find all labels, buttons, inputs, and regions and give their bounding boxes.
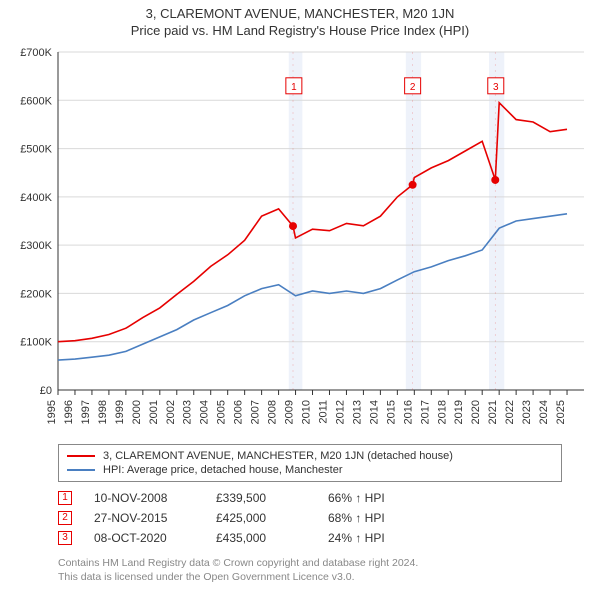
transaction-price: £435,000 (216, 531, 306, 545)
svg-text:2001: 2001 (148, 400, 160, 424)
legend-swatch (67, 455, 95, 457)
transaction-date: 27-NOV-2015 (94, 511, 194, 525)
svg-text:£0: £0 (40, 385, 52, 397)
svg-text:2010: 2010 (301, 400, 313, 424)
transaction-row: 1 10-NOV-2008 £339,500 66% ↑ HPI (58, 488, 562, 508)
svg-text:2014: 2014 (368, 400, 380, 424)
svg-text:1995: 1995 (46, 400, 58, 424)
svg-text:2012: 2012 (334, 400, 346, 424)
svg-text:2018: 2018 (436, 400, 448, 424)
page-title: 3, CLAREMONT AVENUE, MANCHESTER, M20 1JN (0, 0, 600, 21)
transactions-table: 1 10-NOV-2008 £339,500 66% ↑ HPI 2 27-NOV-201… (58, 488, 562, 548)
svg-text:3: 3 (493, 82, 499, 93)
chart-container: £0 £100K £200K £300K £400K £500K £600K £700K 199… (0, 44, 600, 438)
legend-box: 3, CLAREMONT AVENUE, MANCHESTER, M20 1JN… (58, 444, 562, 482)
footer-attribution: Contains HM Land Registry data © Crown c… (58, 556, 562, 584)
transaction-delta: 68% ↑ HPI (328, 511, 385, 525)
svg-text:£200K: £200K (20, 288, 52, 300)
svg-text:2002: 2002 (165, 400, 177, 424)
svg-text:2023: 2023 (521, 400, 533, 424)
svg-text:£100K: £100K (20, 337, 52, 349)
svg-text:2000: 2000 (131, 400, 143, 424)
svg-text:£300K: £300K (20, 240, 52, 252)
transaction-date: 08-OCT-2020 (94, 531, 194, 545)
svg-text:2013: 2013 (351, 400, 363, 424)
svg-text:2015: 2015 (385, 400, 397, 424)
legend-label: 3, CLAREMONT AVENUE, MANCHESTER, M20 1JN… (103, 450, 453, 462)
svg-text:£700K: £700K (20, 47, 52, 59)
footer-line: Contains HM Land Registry data © Crown c… (58, 556, 562, 570)
legend-item: 3, CLAREMONT AVENUE, MANCHESTER, M20 1JN… (67, 449, 553, 463)
svg-text:2006: 2006 (233, 400, 245, 424)
transaction-marker: 3 (58, 531, 72, 545)
page-subtitle: Price paid vs. HM Land Registry's House … (0, 21, 600, 38)
svg-text:2016: 2016 (402, 400, 414, 424)
svg-text:2024: 2024 (538, 400, 550, 424)
svg-text:2005: 2005 (216, 400, 228, 424)
svg-text:2020: 2020 (470, 400, 482, 424)
svg-text:£500K: £500K (20, 144, 52, 156)
footer-line: This data is licensed under the Open Gov… (58, 570, 562, 584)
transaction-delta: 24% ↑ HPI (328, 531, 385, 545)
transaction-row: 3 08-OCT-2020 £435,000 24% ↑ HPI (58, 528, 562, 548)
legend-item: HPI: Average price, detached house, Manc… (67, 463, 553, 477)
transaction-delta: 66% ↑ HPI (328, 491, 385, 505)
svg-text:2004: 2004 (199, 400, 211, 424)
svg-text:£400K: £400K (20, 192, 52, 204)
svg-text:1997: 1997 (80, 400, 92, 424)
legend-swatch (67, 469, 95, 471)
svg-text:2017: 2017 (419, 400, 431, 424)
svg-text:2021: 2021 (487, 400, 499, 424)
svg-text:2007: 2007 (250, 400, 262, 424)
svg-text:2025: 2025 (555, 400, 567, 424)
transaction-marker: 1 (58, 491, 72, 505)
transaction-date: 10-NOV-2008 (94, 491, 194, 505)
transaction-price: £425,000 (216, 511, 306, 525)
svg-text:1998: 1998 (97, 400, 109, 424)
svg-text:1999: 1999 (114, 400, 126, 424)
svg-text:1: 1 (291, 82, 297, 93)
svg-text:£600K: £600K (20, 95, 52, 107)
svg-text:1996: 1996 (63, 400, 75, 424)
line-chart: £0 £100K £200K £300K £400K £500K £600K £700K 199… (0, 44, 600, 438)
svg-text:2: 2 (410, 82, 416, 93)
transaction-price: £339,500 (216, 491, 306, 505)
svg-text:2022: 2022 (504, 400, 516, 424)
svg-text:2011: 2011 (317, 400, 329, 424)
legend-label: HPI: Average price, detached house, Manc… (103, 464, 343, 476)
svg-text:2008: 2008 (267, 400, 279, 424)
svg-text:2009: 2009 (284, 400, 296, 424)
transaction-marker: 2 (58, 511, 72, 525)
transaction-row: 2 27-NOV-2015 £425,000 68% ↑ HPI (58, 508, 562, 528)
svg-text:2019: 2019 (453, 400, 465, 424)
svg-text:2003: 2003 (182, 400, 194, 424)
